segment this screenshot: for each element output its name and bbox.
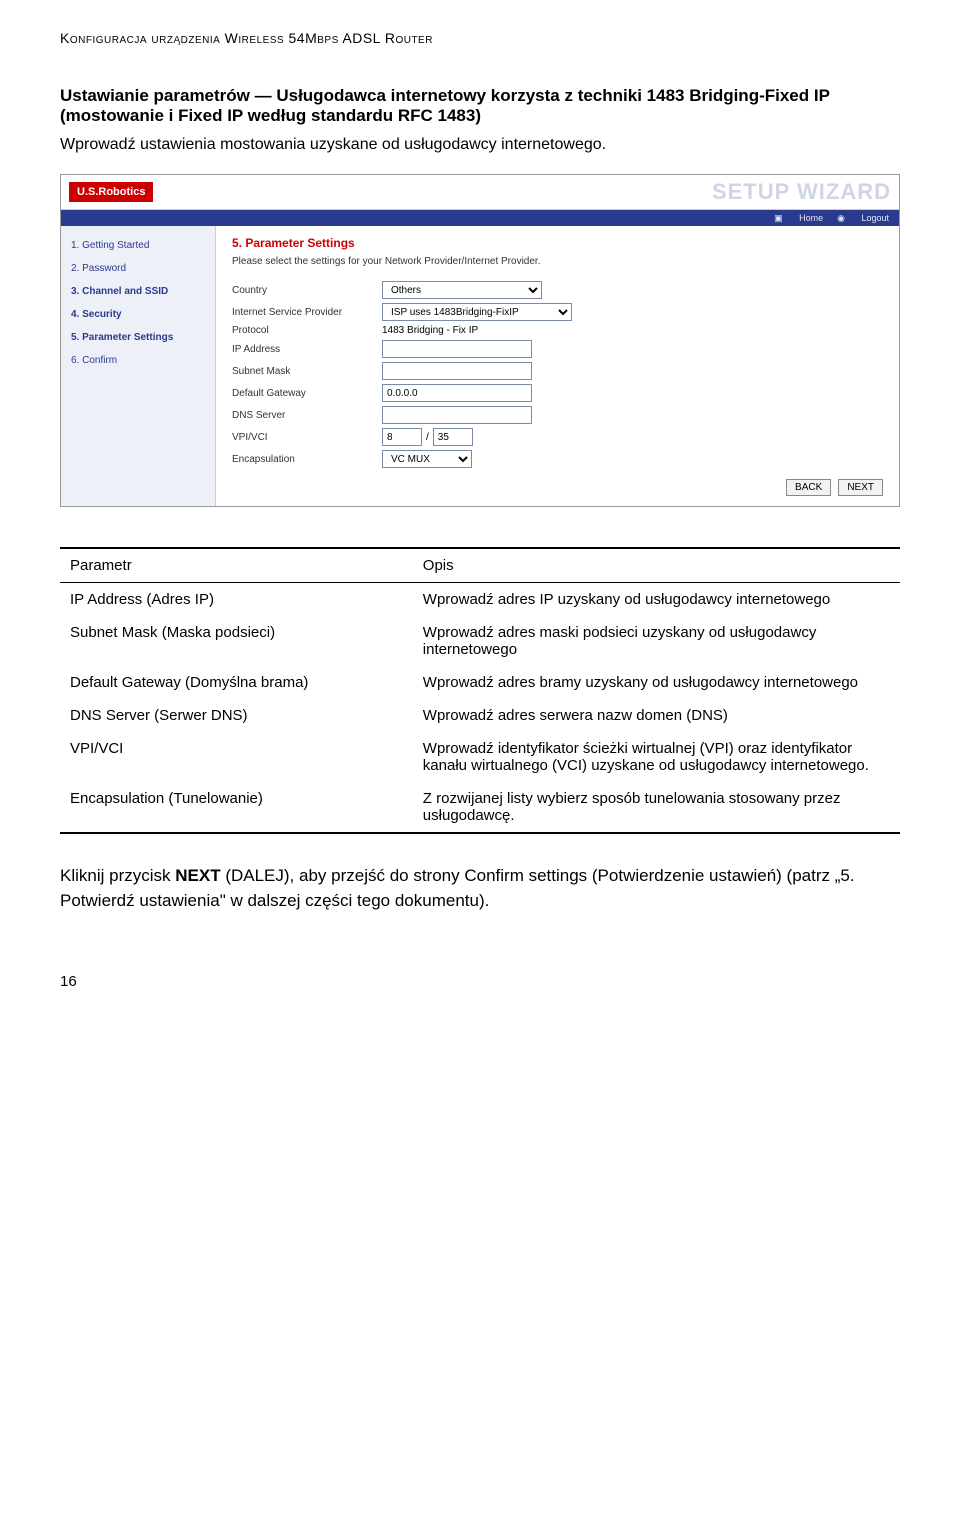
usr-logo: U.S.Robotics [69, 182, 153, 202]
subnet-mask-label: Subnet Mask [232, 366, 382, 377]
sidebar-item-password[interactable]: 2. Password [71, 257, 205, 280]
vpi-vci-separator: / [426, 432, 429, 443]
isp-select[interactable]: ISP uses 1483Bridging-FixIP [382, 303, 572, 321]
table-header-param: Parametr [60, 548, 413, 583]
default-gateway-label: Default Gateway [232, 388, 382, 399]
encapsulation-select[interactable]: VC MUX [382, 450, 472, 468]
table-header-desc: Opis [413, 548, 900, 583]
back-button[interactable]: BACK [786, 479, 831, 496]
page-number: 16 [60, 973, 900, 990]
logout-link[interactable]: ◉ Logout [837, 213, 889, 224]
wizard-step-sub: Please select the settings for your Netw… [232, 256, 883, 267]
next-button[interactable]: NEXT [838, 479, 883, 496]
subnet-mask-input[interactable] [382, 362, 532, 380]
vpi-vci-label: VPI/VCI [232, 432, 382, 443]
table-row: VPI/VCI [60, 732, 413, 782]
home-link[interactable]: ▣ Home [774, 213, 823, 224]
table-row: Wprowadź identyfikator ścieżki wirtualne… [413, 732, 900, 782]
table-row: Subnet Mask (Maska podsieci) [60, 616, 413, 666]
wizard-bluebar: ▣ Home ◉ Logout [61, 210, 899, 226]
wizard-main: 5. Parameter Settings Please select the … [216, 226, 899, 506]
encapsulation-label: Encapsulation [232, 454, 382, 465]
vci-input[interactable] [433, 428, 473, 446]
table-row: IP Address (Adres IP) [60, 583, 413, 617]
dns-server-label: DNS Server [232, 410, 382, 421]
country-label: Country [232, 285, 382, 296]
table-row: Wprowadź adres serwera nazw domen (DNS) [413, 699, 900, 732]
setup-wizard-panel: U.S.Robotics SETUP WIZARD ▣ Home ◉ Logou… [60, 174, 900, 507]
sidebar-item-parameter-settings[interactable]: 5. Parameter Settings [71, 326, 205, 349]
default-gateway-input[interactable] [382, 384, 532, 402]
table-row: Wprowadź adres maski podsieci uzyskany o… [413, 616, 900, 666]
country-select[interactable]: Others [382, 281, 542, 299]
sidebar-item-getting-started[interactable]: 1. Getting Started [71, 234, 205, 257]
wizard-step-title: 5. Parameter Settings [232, 236, 883, 250]
protocol-label: Protocol [232, 325, 382, 336]
table-row: DNS Server (Serwer DNS) [60, 699, 413, 732]
table-row: Z rozwijanej listy wybierz sposób tunelo… [413, 782, 900, 833]
table-row: Wprowadź adres IP uzyskany od usługodawc… [413, 583, 900, 617]
section-title: Ustawianie parametrów — Usługodawca inte… [60, 86, 900, 126]
isp-label: Internet Service Provider [232, 307, 382, 318]
vpi-input[interactable] [382, 428, 422, 446]
sidebar-item-security[interactable]: 4. Security [71, 303, 205, 326]
parameter-table: Parametr Opis IP Address (Adres IP) Wpro… [60, 547, 900, 834]
table-row: Default Gateway (Domyślna brama) [60, 666, 413, 699]
section-intro: Wprowadź ustawienia mostowania uzyskane … [60, 136, 900, 154]
sidebar-item-channel-ssid[interactable]: 3. Channel and SSID [71, 280, 205, 303]
setup-wizard-heading: SETUP WIZARD [712, 179, 891, 205]
dns-server-input[interactable] [382, 406, 532, 424]
closing-paragraph: Kliknij przycisk NEXT (DALEJ), aby przej… [60, 864, 900, 913]
protocol-value: 1483 Bridging - Fix IP [382, 325, 478, 336]
page-header: Konfiguracja urządzenia Wireless 54Mbps … [60, 30, 900, 46]
ip-address-label: IP Address [232, 344, 382, 355]
table-row: Encapsulation (Tunelowanie) [60, 782, 413, 833]
table-row: Wprowadź adres bramy uzyskany od usługod… [413, 666, 900, 699]
sidebar-item-confirm[interactable]: 6. Confirm [71, 349, 205, 372]
wizard-sidebar: 1. Getting Started 2. Password 3. Channe… [61, 226, 216, 506]
wizard-topbar: U.S.Robotics SETUP WIZARD [61, 175, 899, 210]
ip-address-input[interactable] [382, 340, 532, 358]
